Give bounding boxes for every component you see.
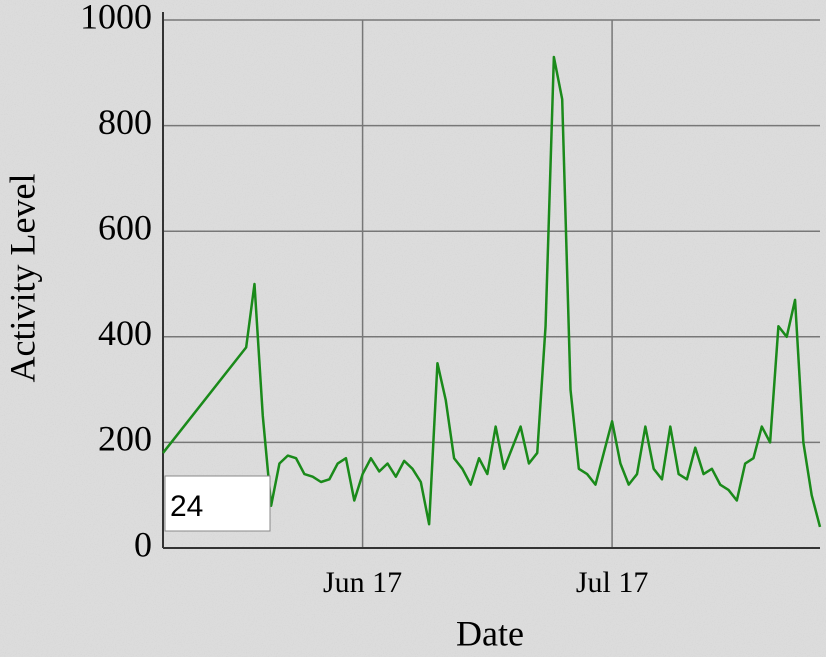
x-tick-label: Jun 17: [323, 566, 402, 599]
y-tick-label: 1000: [80, 0, 152, 36]
y-tick-label: 0: [134, 524, 152, 564]
plot: [162, 55, 822, 528]
x-tick-label: Jul 17: [576, 566, 649, 599]
line: [162, 55, 822, 528]
y-tick-label: 800: [98, 102, 152, 142]
y-axis-label: Activity Level: [2, 174, 42, 383]
y-tick-label: 200: [98, 419, 152, 459]
y-tick-label: 600: [98, 207, 152, 247]
annotation: 24: [170, 490, 203, 523]
grid: [162, 12, 820, 549]
x-axis-label: Date: [456, 613, 524, 653]
annotation-box: [164, 475, 271, 532]
y-tick-label: 400: [98, 313, 152, 353]
